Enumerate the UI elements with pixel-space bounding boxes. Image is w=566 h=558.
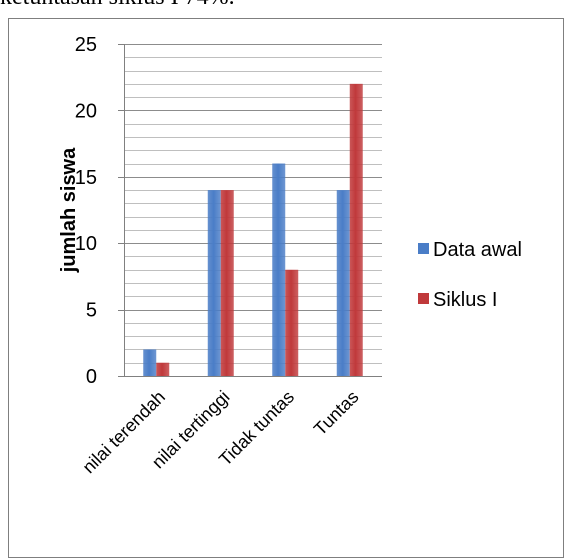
- axes: [118, 44, 382, 377]
- y-tick-label: 10: [75, 233, 97, 255]
- legend-swatch-siklus-i: [418, 293, 429, 304]
- bar-data-awal: [272, 163, 286, 376]
- legend-label-data-awal: Data awal: [433, 239, 522, 261]
- legend-swatch-data-awal: [418, 243, 429, 254]
- legend-label-siklus-i: Siklus I: [433, 289, 497, 311]
- bar-siklus-i: [285, 269, 299, 376]
- y-tick-label: 20: [75, 100, 97, 122]
- bar-data-awal: [143, 349, 157, 376]
- y-tick-label: 5: [86, 300, 97, 322]
- caption-fragment: ketuntasan siklus I 74%.: [0, 0, 235, 11]
- bar-siklus-i: [349, 83, 363, 376]
- bar-data-awal: [336, 190, 350, 376]
- bar-siklus-i: [156, 362, 170, 376]
- y-axis-label: jumlah siswa: [58, 147, 80, 273]
- y-tick-label: 0: [86, 366, 97, 388]
- bar-data-awal: [207, 190, 221, 376]
- legend: Data awal Siklus I: [418, 239, 522, 311]
- bar-siklus-i: [220, 190, 234, 376]
- bars: [143, 83, 363, 376]
- y-tick-labels: 0 5 10 15 20 25: [75, 34, 97, 388]
- y-tick-label: 15: [75, 167, 97, 189]
- x-category-label: Tuntas: [310, 387, 363, 440]
- y-tick-label: 25: [75, 34, 97, 56]
